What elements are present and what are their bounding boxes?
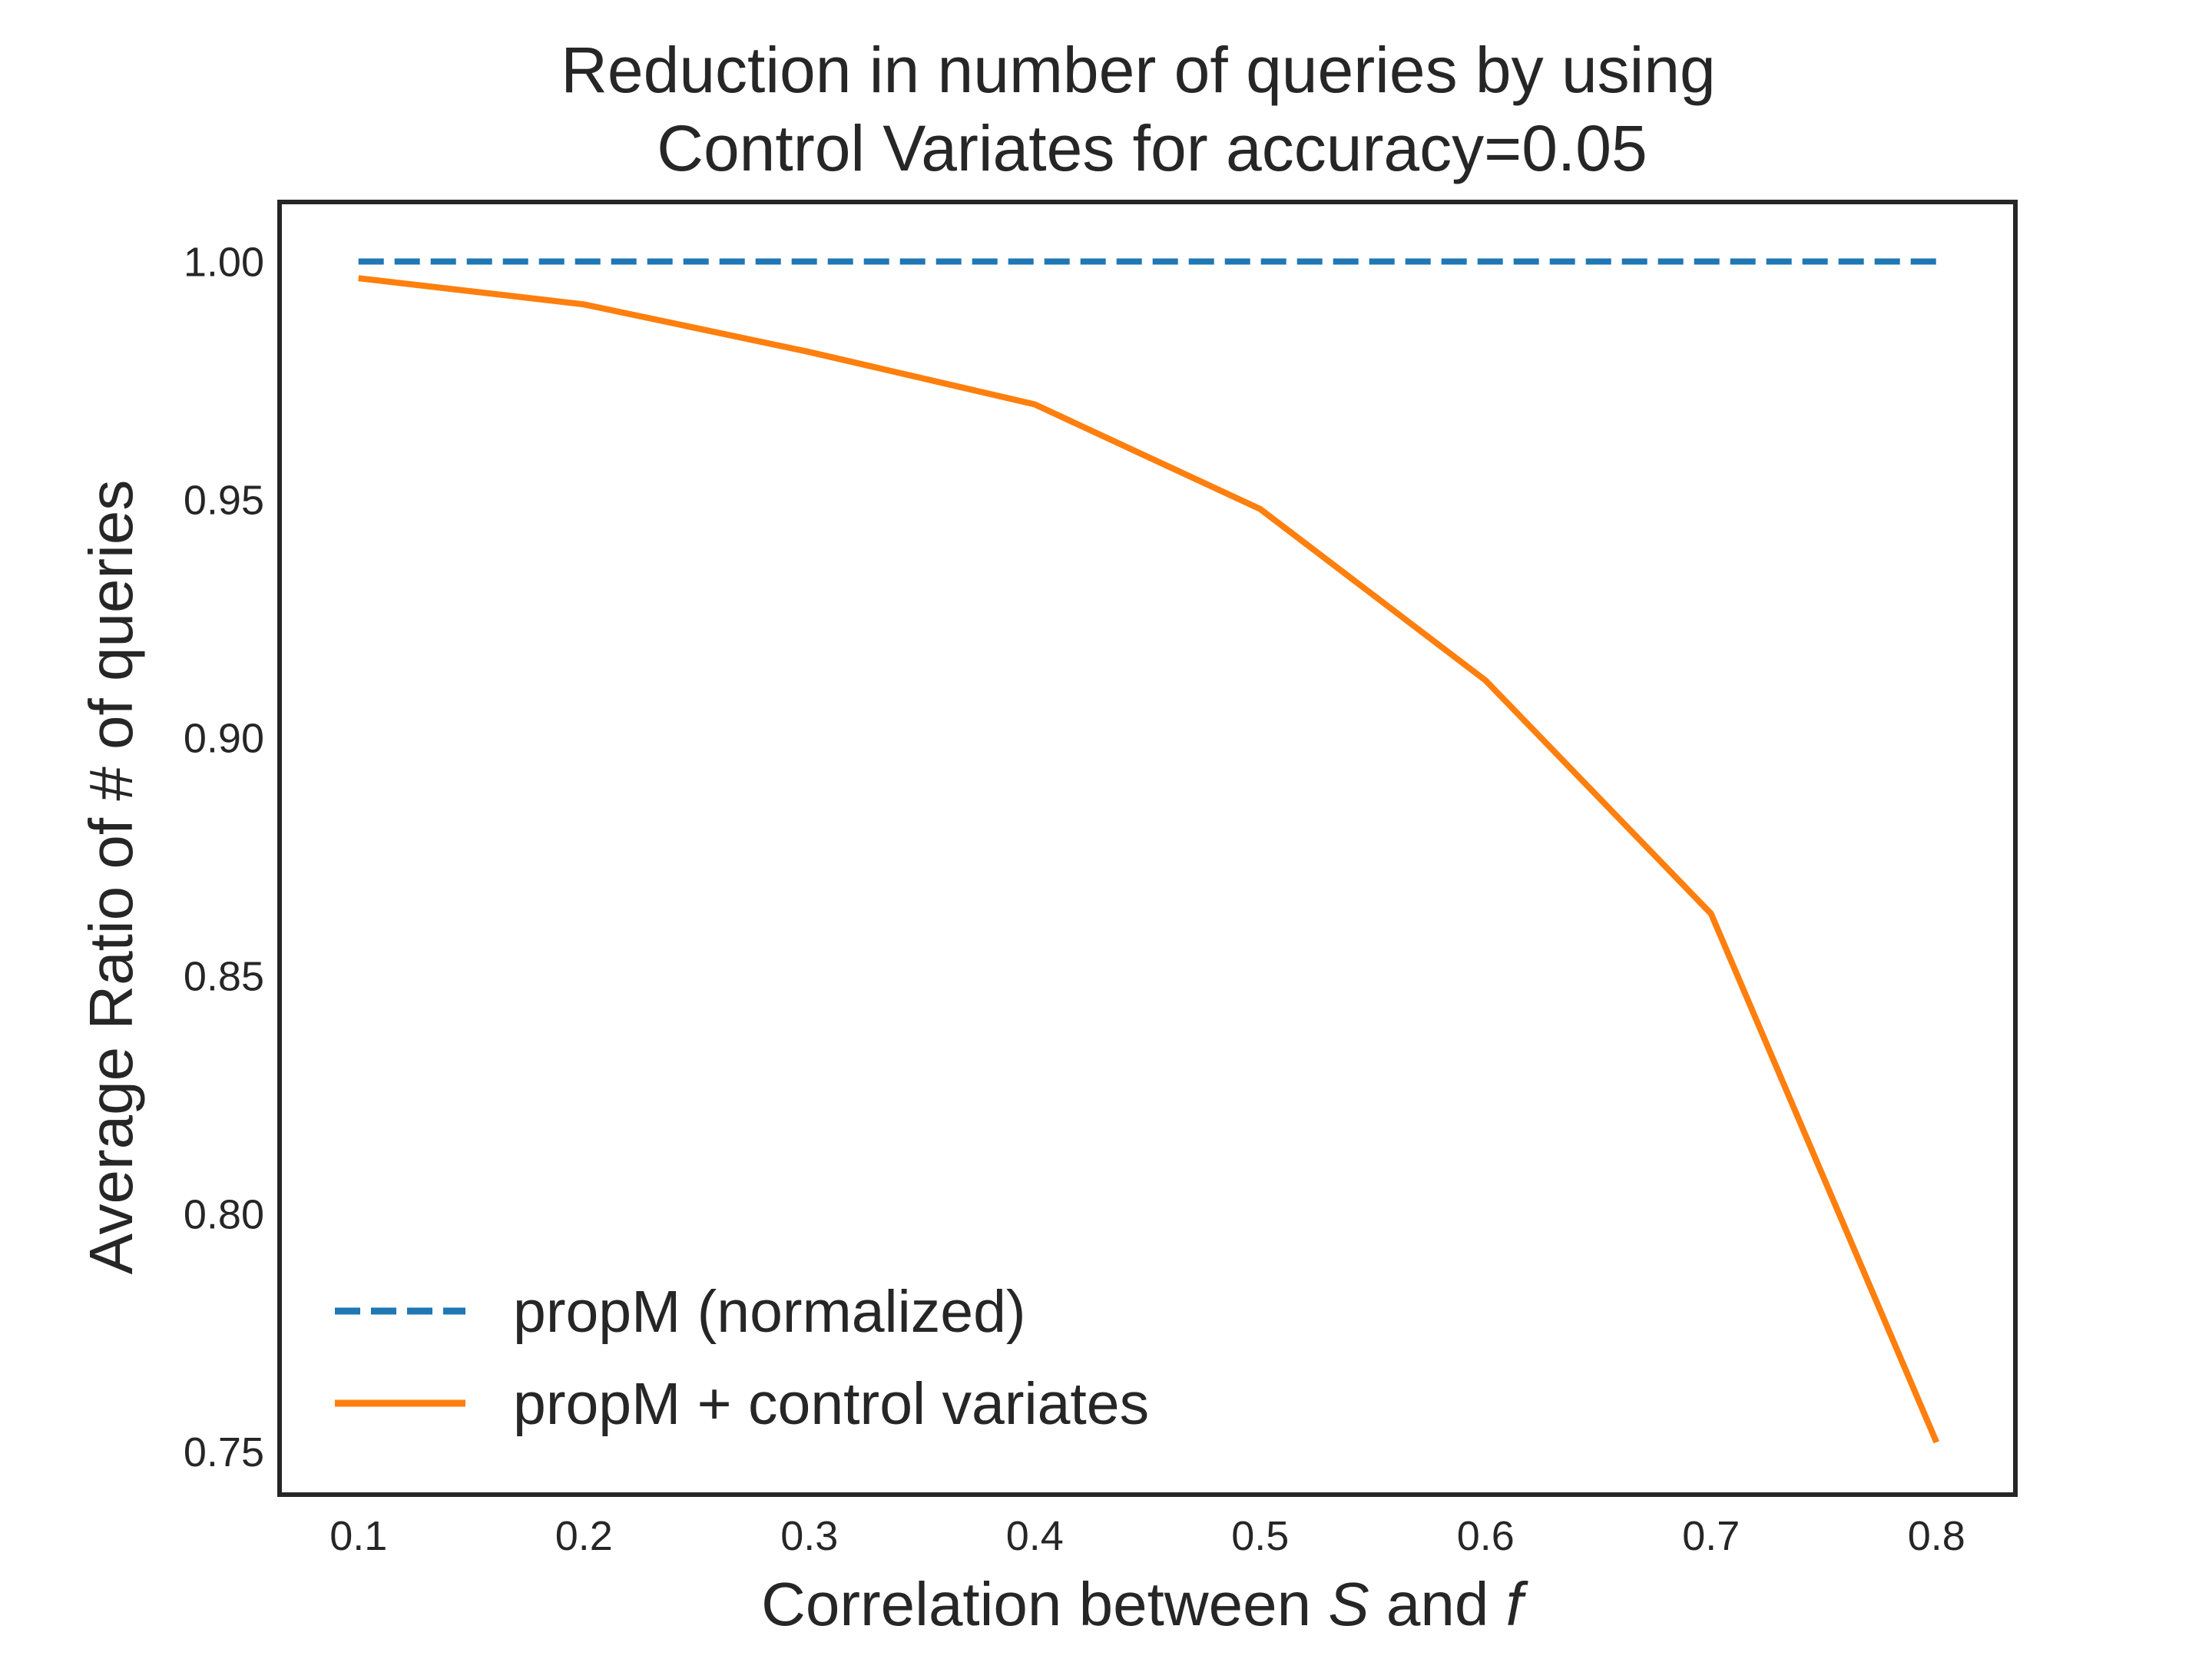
x-axis-title-mid: and bbox=[1369, 1570, 1506, 1638]
x-tick-label: 0.4 bbox=[1006, 1513, 1064, 1559]
y-axis-title: Average Ratio of # of queries bbox=[77, 480, 145, 1275]
x-tick-label: 0.6 bbox=[1457, 1513, 1515, 1559]
chart-title-line-2: Control Variates for accuracy=0.05 bbox=[657, 112, 1647, 184]
y-tick-label: 1.00 bbox=[184, 239, 264, 285]
x-axis-title-var-f: f bbox=[1506, 1570, 1529, 1638]
x-tick-label: 0.7 bbox=[1682, 1513, 1740, 1559]
x-tick-label: 0.2 bbox=[555, 1513, 613, 1559]
y-tick-label: 0.75 bbox=[184, 1429, 264, 1475]
y-tick-label: 0.95 bbox=[184, 477, 264, 523]
x-tick-label: 0.8 bbox=[1908, 1513, 1965, 1559]
series-layer bbox=[358, 258, 1939, 1444]
y-tick-label: 0.80 bbox=[184, 1191, 264, 1237]
x-axis-title: Correlation between S and f bbox=[761, 1570, 1529, 1638]
legend-label-propm-control-variates: propM + control variates bbox=[513, 1371, 1149, 1437]
x-tick-label: 0.5 bbox=[1231, 1513, 1289, 1559]
x-axis-ticks: 0.1 0.2 0.3 0.4 0.5 0.6 0.7 0.8 bbox=[329, 1513, 1965, 1559]
x-tick-label: 0.3 bbox=[780, 1513, 838, 1559]
legend-label-propm-normalized: propM (normalized) bbox=[513, 1279, 1026, 1345]
x-axis-title-prefix: Correlation between bbox=[761, 1570, 1328, 1638]
y-tick-label: 0.85 bbox=[184, 953, 264, 999]
x-tick-label: 0.1 bbox=[329, 1513, 387, 1559]
y-axis-ticks: 1.00 0.95 0.90 0.85 0.80 0.75 bbox=[184, 239, 264, 1475]
x-axis-title-var-s: S bbox=[1328, 1570, 1369, 1638]
legend: propM (normalized) propM + control varia… bbox=[335, 1279, 1149, 1437]
chart-title-line-1: Reduction in number of queries by using bbox=[561, 34, 1716, 106]
plot-area-frame bbox=[277, 200, 2018, 1497]
y-tick-label: 0.90 bbox=[184, 715, 264, 761]
series-line-propm-control-variates bbox=[358, 275, 1939, 1444]
